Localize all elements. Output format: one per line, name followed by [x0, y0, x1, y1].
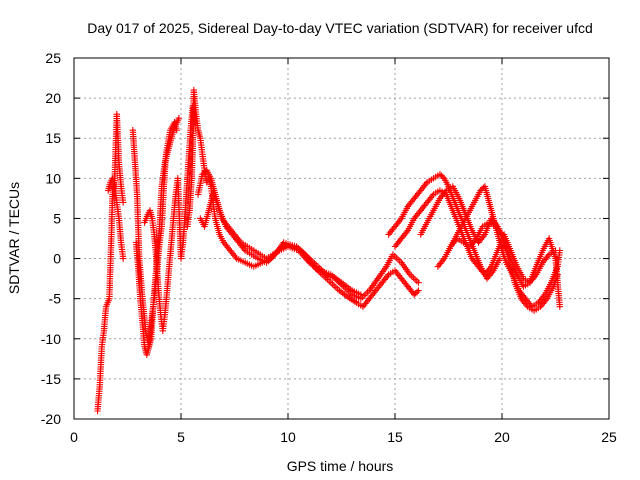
y-axis-label: SDTVAR / TECUs: [6, 182, 22, 294]
y-tick-label: 25: [45, 50, 61, 66]
data-point: [413, 288, 421, 296]
y-tick-label: 0: [53, 251, 61, 267]
series-track-e: [141, 102, 199, 334]
y-tick-label: 5: [53, 210, 61, 226]
data-point: [556, 247, 563, 254]
data-points: [94, 86, 563, 415]
data-point: [173, 127, 180, 134]
data-point: [556, 303, 563, 310]
data-point: [411, 291, 418, 298]
x-tick-label: 15: [387, 429, 403, 445]
x-tick-label: 20: [494, 429, 510, 445]
data-point: [415, 287, 422, 294]
data-point: [436, 171, 444, 178]
data-point: [357, 291, 364, 298]
axis-ticks: [73, 57, 610, 420]
y-tick-label: -20: [41, 411, 61, 427]
data-point: [412, 290, 419, 297]
data-point: [175, 115, 183, 122]
x-tick-label: 25: [601, 429, 617, 445]
data-point: [439, 173, 446, 181]
chart-title: Day 017 of 2025, Sidereal Day-to-day VTE…: [87, 20, 593, 36]
data-point: [199, 171, 206, 178]
tick-labels: 0 5 10 15 20 25 -20 -15 -10 -5 0 5 10 15 20 25: [41, 50, 617, 445]
data-point: [477, 187, 484, 194]
data-point: [120, 255, 127, 262]
data-point: [120, 199, 127, 206]
y-tick-label: 10: [45, 170, 61, 186]
x-tick-label: 10: [280, 429, 296, 445]
series-track-h: [197, 191, 364, 298]
series-track-b: [105, 175, 127, 262]
data-point: [415, 279, 422, 286]
x-tick-label: 0: [70, 429, 78, 445]
series-track-a: [94, 111, 127, 415]
y-tick-label: 20: [45, 90, 61, 106]
series-track-m: [434, 219, 561, 314]
x-tick-label: 5: [177, 429, 185, 445]
y-tick-label: -5: [49, 291, 62, 307]
x-axis-label: GPS time / hours: [287, 458, 394, 474]
data-point: [554, 271, 561, 278]
y-tick-label: -10: [41, 331, 61, 347]
data-point: [200, 169, 207, 177]
plot-frame: [73, 57, 610, 420]
series-track-d: [132, 119, 180, 358]
y-tick-label: 15: [45, 130, 61, 146]
y-tick-label: -15: [41, 371, 61, 387]
